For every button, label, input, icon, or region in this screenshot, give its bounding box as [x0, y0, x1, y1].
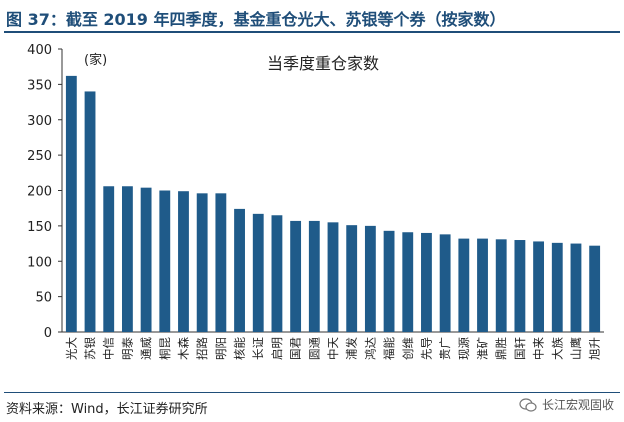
source-note: 资料来源：Wind，长江证券研究所 — [6, 402, 208, 417]
y-tick-label: 400 — [27, 43, 52, 58]
x-tick-label: 明泰 — [120, 337, 134, 360]
bottom-rule — [4, 392, 620, 393]
bar — [477, 238, 488, 332]
bar — [103, 186, 115, 332]
x-tick-labels: 光大 苏银 中信 明泰 通威 桐昆 木森 招路 明阳 核能 长证 启明 国君 圆通 中天 浦发 鸿达 福能 创维 先导… — [64, 337, 601, 360]
x-tick-label: 现源 — [457, 337, 471, 360]
x-tick-label: 核能 — [233, 337, 247, 360]
bar — [290, 220, 302, 332]
bar — [308, 220, 320, 332]
bar — [159, 190, 171, 332]
x-tick-label: 招路 — [195, 337, 209, 360]
y-tick-label: 250 — [27, 149, 52, 164]
bars — [65, 75, 601, 332]
x-tick-label: 国轩 — [513, 337, 527, 360]
x-tick-label: 中信 — [102, 337, 116, 360]
x-tick-label: 启明 — [270, 337, 284, 360]
watermark: 长江宏观固收 — [519, 396, 614, 413]
bar — [84, 91, 96, 332]
x-tick-label: 通威 — [139, 337, 153, 360]
y-tick-label: 100 — [27, 255, 52, 270]
x-tick-label: 国君 — [289, 337, 303, 360]
bar — [215, 193, 227, 332]
y-axis: 0 50 100 150 200 250 300 350 400 — [27, 43, 604, 341]
bar — [178, 191, 189, 332]
x-tick-label: 明阳 — [214, 337, 228, 360]
x-tick-label: 大族 — [550, 337, 564, 360]
x-tick-label: 先导 — [419, 337, 433, 360]
x-tick-label: 木森 — [176, 337, 190, 360]
bar — [121, 186, 133, 332]
bar — [383, 230, 395, 332]
y-tick-label: 0 — [44, 326, 52, 341]
bar — [65, 75, 77, 332]
x-tick-label: 淮矿 — [476, 337, 490, 360]
bar — [533, 241, 545, 332]
bar — [458, 238, 470, 332]
bar — [196, 193, 208, 332]
bar — [514, 240, 526, 332]
x-tick-label: 鼎胜 — [494, 337, 508, 360]
y-tick-label: 300 — [27, 114, 52, 129]
bar — [439, 234, 451, 332]
bar-chart: 0 50 100 150 200 250 300 350 400 光大 苏银 中信 明泰 通威 桐昆 木森招… — [27, 43, 604, 360]
bar — [551, 242, 563, 332]
y-tick-label: 200 — [27, 185, 52, 200]
bar — [570, 243, 582, 332]
bar — [252, 213, 264, 332]
x-tick-label: 贵广 — [438, 337, 452, 360]
y-tick-label: 150 — [27, 220, 52, 235]
x-tick-label: 圆通 — [307, 337, 321, 360]
title-rule — [4, 31, 620, 33]
x-tick-label: 旭升 — [588, 337, 602, 360]
x-tick-label: 中来 — [532, 337, 546, 360]
unit-annotation: (家) — [84, 52, 107, 68]
x-tick-label: 长证 — [251, 337, 265, 360]
bar — [402, 232, 414, 332]
bar — [327, 222, 339, 332]
bar — [140, 187, 152, 332]
watermark-text: 长江宏观固收 — [541, 398, 614, 412]
x-tick-label: 桐昆 — [158, 337, 172, 360]
x-tick-label: 中天 — [326, 337, 340, 360]
bar — [346, 225, 358, 332]
figure-title: 图 37：截至 2019 年四季度，基金重仓光大、苏银等个券（按家数） — [6, 10, 506, 29]
x-tick-label: 创维 — [401, 337, 415, 360]
bar — [364, 225, 376, 332]
x-tick-label: 浦发 — [345, 337, 359, 360]
y-tick-label: 50 — [35, 291, 52, 306]
bar — [589, 245, 601, 332]
bar — [234, 208, 245, 332]
x-tick-label: 福能 — [382, 337, 396, 360]
bar — [271, 215, 283, 332]
wechat-icon — [519, 397, 537, 412]
x-tick-label: 山鹰 — [569, 337, 583, 360]
y-tick-label: 350 — [27, 78, 52, 93]
x-tick-label: 苏银 — [83, 337, 97, 360]
x-tick-label: 光大 — [64, 337, 78, 360]
x-tick-label: 鸿达 — [363, 337, 377, 360]
chart-title: 当季度重仓家数 — [267, 54, 379, 73]
bar — [495, 239, 507, 332]
bar — [421, 232, 432, 332]
